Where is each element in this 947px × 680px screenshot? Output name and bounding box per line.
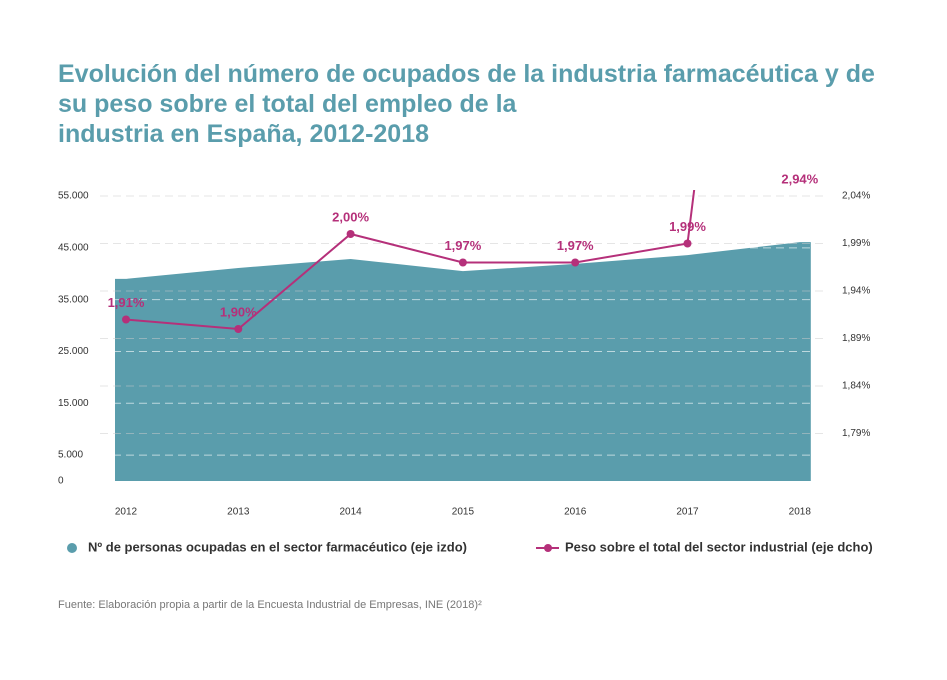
- legend-label: Peso sobre el total del sector industria…: [565, 539, 873, 554]
- value-label: 1,99%: [669, 219, 706, 234]
- chart-title: industria en España, 2012-2018: [58, 120, 429, 148]
- chart-title: Evolución del número de ocupados de la i…: [58, 60, 875, 88]
- x-tick-label: 2018: [789, 507, 812, 518]
- x-tick-label: 2017: [676, 507, 699, 518]
- value-label: 2,94%: [781, 171, 818, 186]
- x-tick-label: 2015: [452, 507, 475, 518]
- y-tick-label: 15.000: [58, 398, 89, 409]
- value-label: 1,97%: [557, 238, 594, 253]
- y-tick-label: 45.000: [58, 242, 89, 253]
- y2-tick-label: 1,89%: [842, 333, 870, 344]
- value-label: 1,91%: [108, 295, 145, 310]
- legend-label: Nº de personas ocupadas en el sector far…: [88, 539, 467, 554]
- y-tick-label: 0: [58, 476, 64, 487]
- y2-tick-label: 1,79%: [842, 428, 870, 439]
- source: Fuente: Elaboración propia a partir de l…: [58, 599, 482, 611]
- value-label: 1,97%: [444, 238, 481, 253]
- y-tick-label: 25.000: [58, 346, 89, 357]
- y2-tick-label: 2,04%: [842, 191, 870, 202]
- x-tick-label: 2012: [115, 507, 138, 518]
- legend-swatch: [544, 544, 552, 552]
- legend-swatch: [67, 543, 77, 553]
- value-label: 2,00%: [332, 209, 369, 224]
- line-marker: [122, 315, 130, 324]
- chart-title: su peso sobre el total del empleo de la: [58, 90, 518, 118]
- y2-tick-label: 1,94%: [842, 286, 870, 297]
- x-tick-label: 2014: [339, 507, 362, 518]
- line-marker: [571, 258, 580, 267]
- y2-tick-label: 1,99%: [842, 238, 870, 249]
- y-tick-label: 5.000: [58, 450, 83, 461]
- y-tick-label: 35.000: [58, 294, 89, 305]
- area: [115, 242, 811, 481]
- line-marker: [234, 325, 243, 333]
- y2-tick-label: 1,84%: [842, 381, 870, 392]
- line-marker: [683, 239, 692, 248]
- x-tick-label: 2016: [564, 507, 587, 518]
- y-tick-label: 55.000: [58, 191, 89, 202]
- line-marker: [346, 230, 355, 238]
- line-marker: [458, 258, 467, 267]
- line-group: [122, 190, 696, 333]
- x-tick-label: 2013: [227, 507, 250, 518]
- value-label: 1,90%: [220, 304, 257, 319]
